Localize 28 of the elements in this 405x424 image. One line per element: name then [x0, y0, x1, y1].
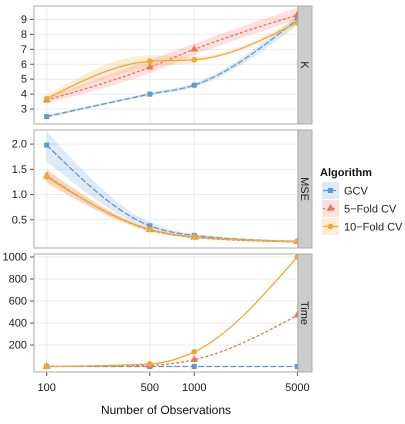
y-tick-label: 4 — [20, 88, 27, 101]
legend-label: GCV — [344, 186, 368, 198]
y-tick-label: 1.0 — [12, 189, 27, 202]
y-tick-label: 6 — [20, 58, 27, 71]
x-axis-title: Number of Observations — [100, 403, 232, 417]
legend-label: 10−Fold CV — [344, 222, 404, 234]
y-tick-label: 7 — [20, 44, 27, 56]
y-tick-label: 0.5 — [12, 214, 27, 226]
x-tick-label: 100 — [38, 382, 56, 394]
y-tick-label: 5 — [20, 74, 27, 86]
x-tick-label: 500 — [140, 382, 160, 394]
legend-label: 5−Fold CV — [344, 204, 397, 216]
x-tick-label: 5000 — [285, 382, 310, 394]
y-tick-label: 1.5 — [12, 164, 27, 176]
y-tick-label: 8 — [20, 28, 27, 41]
y-tick-label: 400 — [8, 318, 27, 330]
text: Time — [298, 300, 310, 326]
y-tick-label: 200 — [8, 340, 27, 352]
y-tick-label: 9 — [20, 14, 27, 26]
text: MSE — [298, 177, 310, 201]
y-tick-label: 3 — [20, 104, 27, 116]
y-tick-label: 1000 — [2, 251, 27, 264]
legend-title: Algorithm — [320, 167, 372, 179]
x-tick-label: 1000 — [182, 382, 206, 394]
y-tick-label: 800 — [8, 274, 27, 286]
text: K — [298, 61, 310, 70]
y-tick-label: 600 — [8, 296, 27, 308]
y-tick-label: 2.0 — [12, 138, 27, 151]
